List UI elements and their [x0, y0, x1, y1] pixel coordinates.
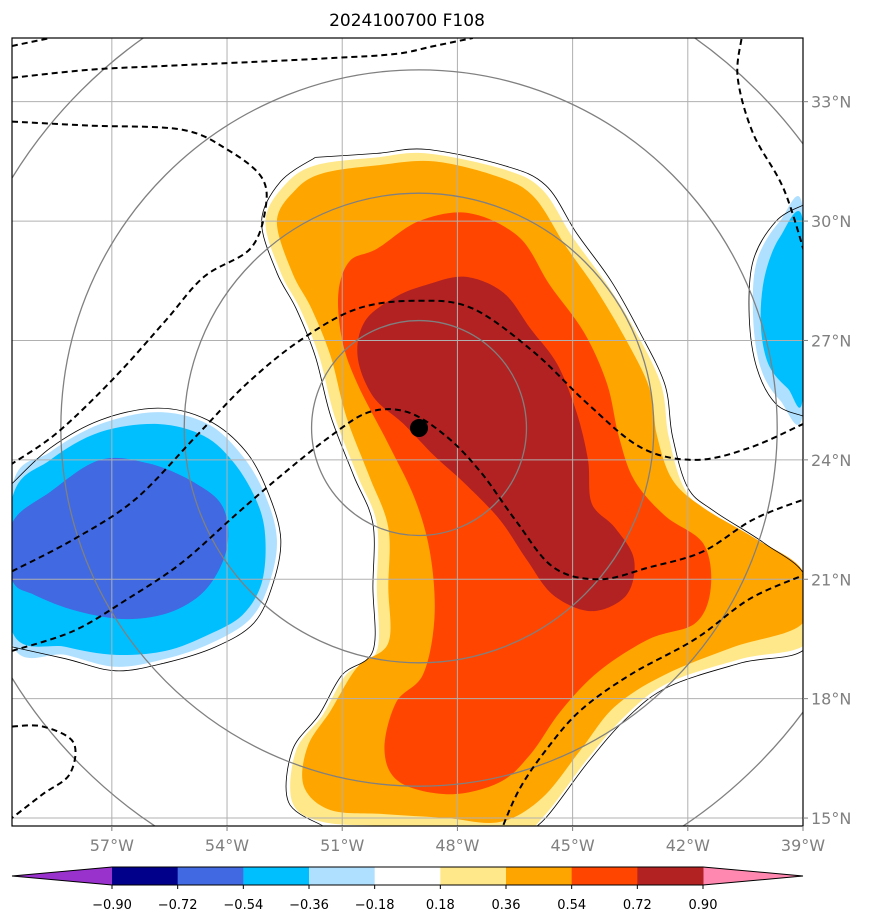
- range-ring: [183, 192, 655, 664]
- chart-title: 2024100700 F108: [329, 11, 485, 31]
- dashed-contour-4: [12, 408, 803, 652]
- colorbar-segment: [309, 867, 376, 885]
- colorbar-tick-label: 0.18: [426, 898, 455, 913]
- colorbar-tick-label: 0.36: [492, 898, 521, 913]
- dashed-contour-3: [12, 299, 803, 573]
- colorbar-tick-label: −0.36: [289, 898, 329, 913]
- contour-band-positive-main-0.72: [357, 276, 635, 612]
- colorbar-tick-label: −0.90: [92, 898, 132, 913]
- storm-center-marker: [410, 419, 429, 438]
- dashed-contour-5: [12, 724, 77, 819]
- y-tick-label: 21°N: [811, 570, 851, 589]
- dashed-contour-6: [501, 574, 803, 826]
- colorbar-segment: [243, 867, 310, 885]
- y-tick-label: 24°N: [811, 451, 851, 470]
- x-tick-label: 51°W: [320, 836, 364, 855]
- range-ring: [60, 69, 778, 787]
- dashed-contour-2: [12, 120, 268, 465]
- x-tick-label: 54°W: [205, 836, 249, 855]
- colorbar-extend-high: [703, 867, 803, 885]
- contour-outline-0: [315, 148, 803, 826]
- latitude-ticks: 15°N 18°N 21°N 24°N 27°N 30°N 33°N: [803, 93, 851, 828]
- dashed-contour-1: [12, 38, 473, 79]
- x-tick-label: 57°W: [90, 836, 134, 855]
- colorbar: −0.90 −0.72 −0.54 −0.36 −0.18 0.18 0.36 0.54 0.7…: [11, 866, 804, 913]
- colorbar-extend-low: [12, 867, 112, 885]
- x-tick-label: 39°W: [781, 836, 825, 855]
- colorbar-segment: [177, 867, 244, 885]
- x-tick-label: 45°W: [551, 836, 595, 855]
- map-frame: [11, 37, 804, 827]
- contour-band-negative-east--0.36: [760, 211, 803, 408]
- y-tick-label: 27°N: [811, 331, 851, 350]
- x-tick-label: 42°W: [666, 836, 710, 855]
- y-tick-label: 18°N: [811, 690, 851, 709]
- colorbar-segment: [440, 867, 507, 885]
- colorbar-tick-label: −0.18: [355, 898, 395, 913]
- y-tick-label: 33°N: [811, 93, 851, 112]
- contour-outline-1: [261, 157, 376, 826]
- dashed-contour-0: [12, 38, 51, 47]
- dashed-contours: [12, 38, 803, 826]
- colorbar-segment: [112, 867, 179, 885]
- colorbar-segment: [374, 867, 441, 885]
- colorbar-segment: [637, 867, 704, 885]
- colorbar-tick-label: 0.54: [557, 898, 586, 913]
- colorbar-segment: [571, 867, 638, 885]
- colorbar-segment: [506, 867, 573, 885]
- range-ring: [310, 319, 528, 537]
- graticule: [12, 38, 803, 826]
- x-tick-label: 48°W: [435, 836, 479, 855]
- colorbar-tick-label: 0.90: [689, 898, 718, 913]
- y-tick-label: 15°N: [811, 809, 851, 828]
- longitude-ticks: 57°W 54°W 51°W 48°W 45°W 42°W 39°W: [90, 826, 825, 855]
- contour-outline-2: [12, 407, 282, 672]
- colorbar-tick-label: −0.54: [223, 898, 263, 913]
- colorbar-tick-label: −0.72: [158, 898, 198, 913]
- y-tick-label: 30°N: [811, 212, 851, 231]
- colorbar-tick-label: 0.72: [623, 898, 652, 913]
